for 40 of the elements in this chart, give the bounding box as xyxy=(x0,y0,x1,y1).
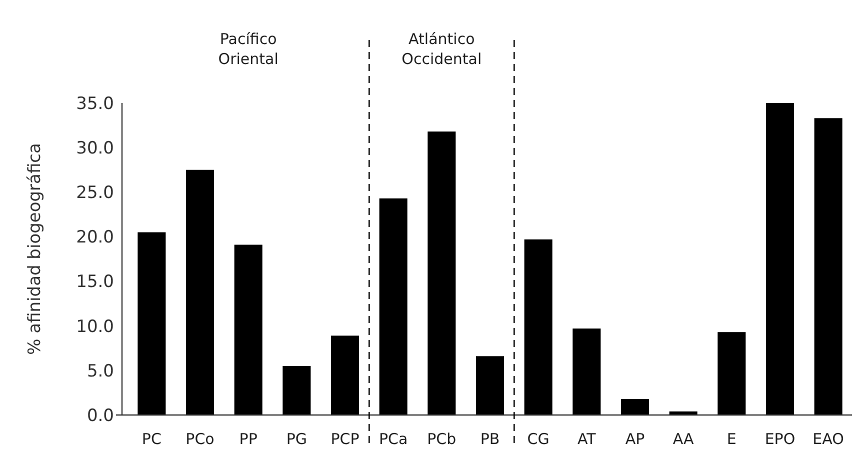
x-tick-label: PG xyxy=(286,430,308,448)
bar xyxy=(476,356,504,415)
bar xyxy=(620,398,650,415)
bar xyxy=(379,198,408,415)
x-tick-label: PP xyxy=(239,430,258,448)
x-tick-label: AA xyxy=(672,430,695,448)
x-tick-label: EPO xyxy=(764,430,796,448)
bar xyxy=(718,332,746,415)
x-tick-label: E xyxy=(726,430,736,448)
y-tick-label: 30.0 xyxy=(76,138,114,159)
y-tick-label: 0.0 xyxy=(86,406,114,426)
bar xyxy=(428,132,456,415)
y-tick-label: 15.0 xyxy=(76,272,114,292)
bar xyxy=(282,366,311,415)
x-tick-label: PC xyxy=(142,430,162,448)
bar xyxy=(572,328,601,415)
x-tick-label: PB xyxy=(480,430,500,448)
x-tick-label: PCa xyxy=(378,430,408,448)
bar xyxy=(766,103,794,415)
y-tick-label: 25.0 xyxy=(76,183,114,204)
y-axis-title: % afinidad biogeográfica xyxy=(25,143,45,355)
bar xyxy=(524,239,552,415)
bar xyxy=(814,118,842,415)
bar xyxy=(138,232,166,415)
x-tick-label: EAO xyxy=(812,430,844,448)
x-tick-label: PCP xyxy=(330,430,360,448)
text: Atlántico Occidental xyxy=(402,30,482,68)
x-tick-label: AP xyxy=(625,430,645,448)
x-tick-label: CG xyxy=(527,430,550,448)
text: Pacífico Oriental xyxy=(218,30,278,68)
y-tick-label: 10.0 xyxy=(76,316,114,337)
y-tick-label: 20.0 xyxy=(76,228,114,248)
y-tick-label: 5.0 xyxy=(86,361,114,382)
x-tick-label: PCo xyxy=(186,430,214,448)
x-tick-label: AT xyxy=(578,430,597,448)
y-tick-label: 35.0 xyxy=(76,94,114,114)
bar xyxy=(330,336,360,415)
x-tick-label: PCb xyxy=(427,430,456,448)
bar xyxy=(234,244,262,415)
bar xyxy=(186,170,214,415)
